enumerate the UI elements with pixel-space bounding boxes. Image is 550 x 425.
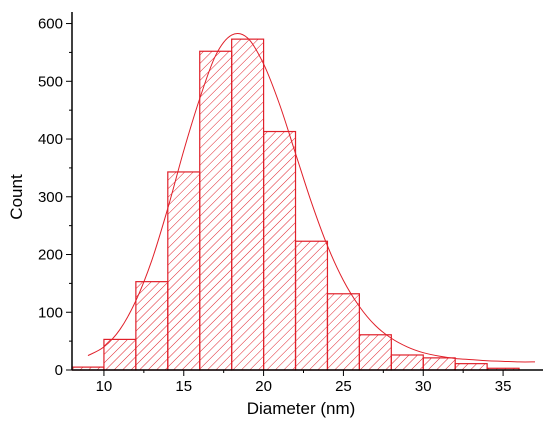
x-tick-label: 30 — [415, 378, 432, 395]
bars — [71, 38, 520, 371]
histogram-bar — [231, 38, 265, 371]
histogram-bar — [262, 130, 297, 371]
histogram-bar — [358, 334, 392, 371]
x-tick-label: 15 — [175, 378, 192, 395]
x-tick-label: 35 — [495, 378, 512, 395]
histogram-bar — [199, 50, 233, 371]
y-tick-label: 600 — [38, 16, 63, 33]
histogram-bar — [326, 293, 360, 371]
y-ticks: 0 100 200 300 400 500 600 — [38, 16, 72, 379]
x-axis-title: Diameter (nm) — [247, 399, 356, 418]
histogram-bar — [294, 240, 329, 371]
x-tick-label: 20 — [255, 378, 272, 395]
y-tick-label: 0 — [55, 362, 63, 379]
histogram-bar — [390, 354, 424, 371]
histogram-bar — [422, 357, 456, 371]
histogram-bar — [135, 281, 169, 371]
y-axis-title: Count — [7, 174, 26, 220]
histogram-bar — [167, 171, 201, 371]
histogram-bar — [454, 363, 488, 371]
x-tick-label: 10 — [96, 378, 113, 395]
y-tick-label: 300 — [38, 189, 63, 206]
plot-area — [71, 32, 536, 371]
y-tick-label: 400 — [38, 131, 63, 148]
x-ticks: 10 15 20 25 30 35 — [96, 370, 512, 395]
x-tick-label: 25 — [335, 378, 352, 395]
axes: 10 15 20 25 30 35 0 100 200 300 400 500 600 — [38, 12, 543, 395]
histogram-bar — [103, 338, 137, 371]
y-tick-label: 200 — [38, 247, 63, 264]
y-tick-label: 100 — [38, 304, 63, 321]
y-tick-label: 500 — [38, 73, 63, 90]
fit-curve — [87, 32, 536, 363]
